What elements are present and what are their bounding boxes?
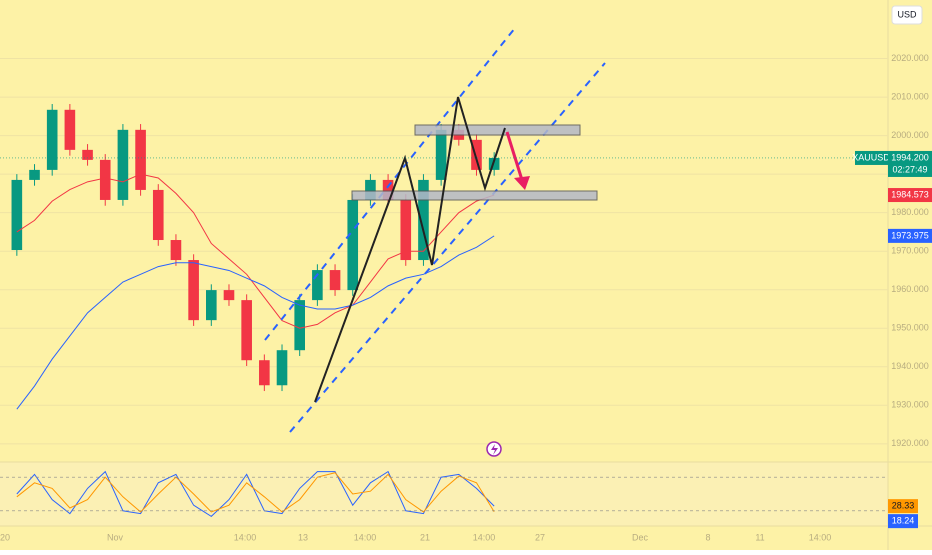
candle-body [188,260,199,321]
candle-body [223,290,235,301]
candle-body [400,199,412,261]
stochastic-k [16,470,495,518]
candle-body [294,300,305,351]
stoch-d-tag [888,514,918,529]
resistance-zone [414,124,581,136]
last-price-label: 1994.200 [891,152,929,162]
currency-button[interactable] [891,5,923,25]
symbol-label: XAUUSD [852,152,890,162]
ma-fast-tag [888,188,932,203]
time-tick-label: 20 [0,532,10,542]
candle-body [365,179,376,200]
time-tick-label: 8 [705,532,710,542]
price-tick-label: 2000.000 [891,130,929,140]
time-tick-label: 27 [535,532,545,542]
candle-body [312,270,323,301]
candle-body [135,129,146,190]
stoch-d-label: 18.24 [892,516,915,526]
candle-body [382,179,394,200]
price-tick-label: 1960.000 [891,284,929,294]
price-tick-label: 2020.000 [891,53,929,63]
countdown-label: 02:27:49 [892,164,927,174]
price-tick-label: 1930.000 [891,400,929,410]
candle-body [11,179,23,251]
time-tick-label: 21 [420,532,430,542]
time-tick-label: 14:00 [354,532,377,542]
candle-body [152,189,164,241]
support-zone [351,190,598,201]
candle-body [276,350,288,386]
time-tick-label: 14:00 [809,532,832,542]
candle-body [99,159,111,200]
drawings [264,27,606,457]
currency-label: USD [897,9,917,19]
candle-body [259,360,270,386]
candle-body [64,109,76,150]
price-tick-label: 1920.000 [891,438,929,448]
time-tick-label: Nov [107,532,124,542]
ma-slow-tag [888,228,932,243]
candle-body [471,139,482,170]
channel-line [264,27,516,341]
candle-body [329,270,341,291]
time-tick-label: 14:00 [473,532,496,542]
last-price-tag [888,150,932,177]
price-tick-label: 2010.000 [891,91,929,101]
candle-body [29,169,40,180]
arrow-head [514,176,530,190]
price-tick-label: 1940.000 [891,361,929,371]
moving-average-fast [16,173,495,329]
event-icon-bolt [491,444,498,455]
oscillator-pane [0,462,888,526]
symbol-tag [855,150,888,165]
arrow-shaft [505,131,524,181]
stoch-k-tag [888,499,918,514]
zigzag-pattern [314,96,506,403]
candle-body [82,149,93,160]
candle-body [206,290,217,321]
candle-body [488,157,500,170]
time-tick-label: 11 [755,532,764,542]
time-tick-label: 13 [298,532,308,542]
candle-body [347,199,359,291]
candle-body [418,179,429,261]
time-tick-label: Dec [632,532,649,542]
candle-body [435,129,447,180]
candle-body [170,240,182,261]
ma-slow-tag-label: 1973.975 [891,230,929,240]
price-tick-label: 1980.000 [891,207,929,217]
ma-fast-tag-label: 1984.573 [891,189,929,199]
price-tick-label: 1970.000 [891,246,929,256]
candle-body [241,300,252,361]
stoch-k-label: 28.33 [892,501,915,511]
price-tick-label: 1950.000 [891,323,929,333]
candle-body [117,129,129,200]
candle-body [46,109,58,170]
time-tick-label: 14:00 [234,532,257,542]
moving-average-slow [16,235,495,410]
stochastic-d [16,472,495,513]
